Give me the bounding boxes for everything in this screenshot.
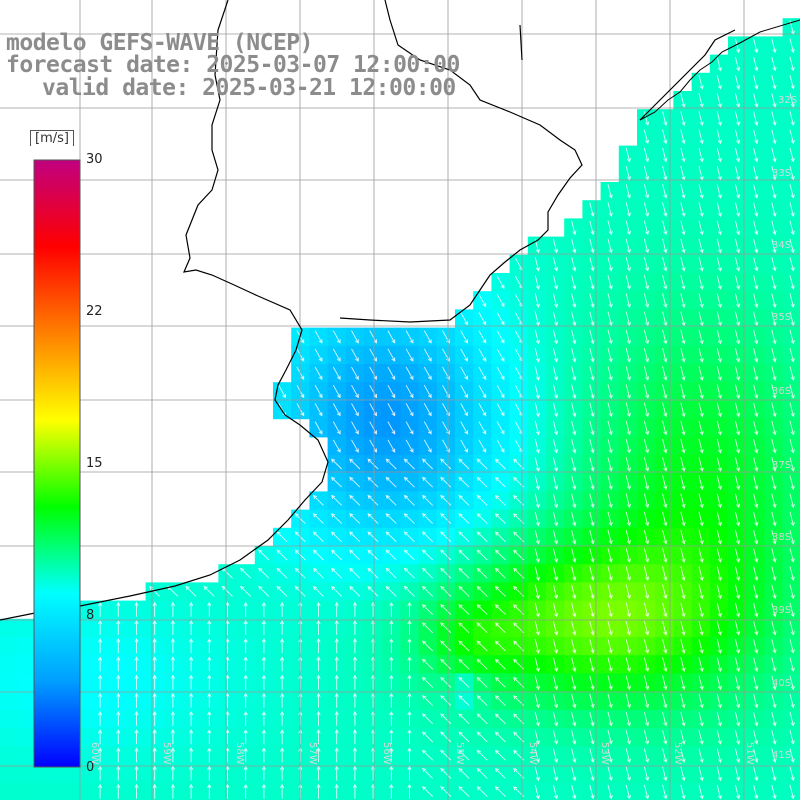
lat-label: 40S — [772, 678, 792, 689]
lon-label: 51W — [744, 742, 755, 765]
wind-vector-field — [98, 20, 795, 800]
lon-label: 59W — [161, 742, 172, 765]
lon-label: 54W — [527, 742, 538, 765]
model-title: modelo GEFS-WAVE (NCEP) — [6, 30, 314, 56]
colorbar-tick: 22 — [86, 304, 103, 319]
lon-label: 58W — [234, 742, 245, 765]
colorbar-tick: 15 — [86, 456, 103, 471]
lat-label: 38S — [772, 532, 792, 543]
valid-date: valid date: 2025-03-21 12:00:00 — [42, 75, 456, 101]
wind-speed-field — [0, 18, 800, 800]
coastline — [0, 0, 736, 621]
colorbar — [33, 159, 81, 768]
lagoon-outline — [639, 19, 800, 121]
lat-label: 34S — [772, 240, 792, 251]
lat-label: 41S — [772, 750, 792, 761]
forecast-date: forecast date: 2025-03-07 12:00:00 — [6, 52, 460, 78]
colorbar-tick: 30 — [86, 152, 103, 167]
lat-label: 35S — [772, 312, 792, 323]
colorbar-unit: [m/s] — [30, 130, 74, 146]
lon-label: 53W — [599, 742, 610, 765]
lon-label: 55W — [454, 742, 465, 765]
lat-label: 39S — [772, 605, 792, 616]
colorbar-tick: 0 — [86, 760, 95, 775]
lat-label: 33S — [772, 168, 792, 179]
lat-label: 36S — [772, 386, 792, 397]
colorbar-gradient — [33, 159, 81, 768]
lon-label: 52W — [672, 742, 683, 765]
colorbar-tick: 8 — [86, 608, 95, 623]
lon-label: 56W — [381, 742, 392, 765]
lat-label: 32S — [778, 95, 798, 106]
lon-label: 60W — [89, 742, 100, 765]
lat-label: 37S — [772, 460, 792, 471]
lon-label: 57W — [307, 742, 318, 765]
